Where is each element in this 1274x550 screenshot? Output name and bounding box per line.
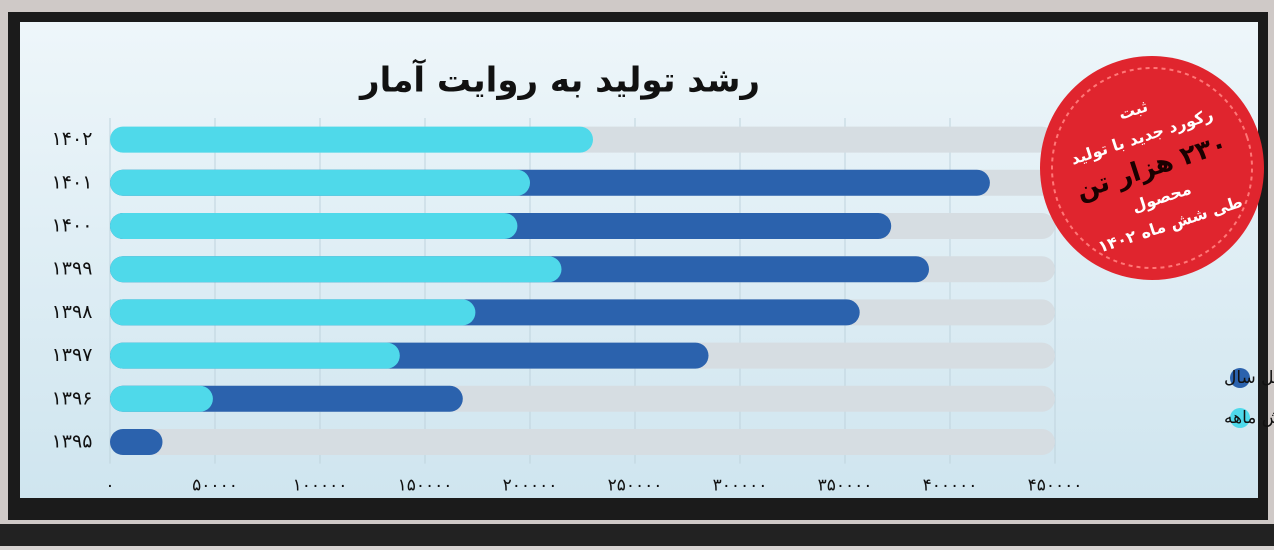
y-tick-label: ۱۴۰۰	[52, 215, 93, 237]
bar	[110, 170, 530, 196]
chart: رشد تولید به روایت آمار ثبترکورد جدید با…	[0, 0, 1274, 546]
y-tick-label: ۱۴۰۱	[52, 171, 93, 193]
x-tick-label: ۱۵۰۰۰۰	[398, 476, 453, 496]
bar-track	[110, 429, 1055, 455]
bar	[110, 127, 593, 153]
x-tick-label: ۳۰۰۰۰۰	[713, 476, 768, 496]
x-tick-label: ۴۵۰۰۰۰	[1028, 476, 1083, 496]
bar	[110, 343, 400, 369]
bar	[110, 256, 562, 282]
legend-label: تولید شش ماهه	[1224, 408, 1274, 428]
bar	[110, 213, 517, 239]
x-tick-label: ۰	[105, 476, 114, 496]
x-tick-label: ۲۰۰۰۰۰	[503, 476, 558, 496]
billboard-base	[0, 524, 1274, 546]
page: رشد تولید به روایت آمار ثبترکورد جدید با…	[0, 0, 1274, 546]
y-tick-label: ۱۳۹۵	[52, 431, 93, 453]
x-tick-label: ۴۰۰۰۰۰	[923, 476, 978, 496]
bar	[110, 386, 213, 412]
y-tick-label: ۱۳۹۷	[52, 344, 93, 366]
y-tick-label: ۱۳۹۹	[52, 258, 93, 280]
y-tick-label: ۱۳۹۶	[52, 387, 93, 409]
chart-title: رشد تولید به روایت آمار	[358, 59, 760, 101]
x-tick-label: ۲۵۰۰۰۰	[608, 476, 663, 496]
y-tick-label: ۱۴۰۲	[52, 128, 93, 150]
bar	[110, 429, 163, 455]
y-tick-label: ۱۳۹۸	[52, 301, 93, 323]
x-tick-label: ۳۵۰۰۰۰	[818, 476, 873, 496]
x-tick-label: ۱۰۰۰۰۰	[293, 476, 348, 496]
x-tick-label: ۵۰۰۰۰	[192, 476, 238, 496]
legend-label: تولید کل سال	[1224, 368, 1274, 388]
bar	[110, 299, 475, 325]
